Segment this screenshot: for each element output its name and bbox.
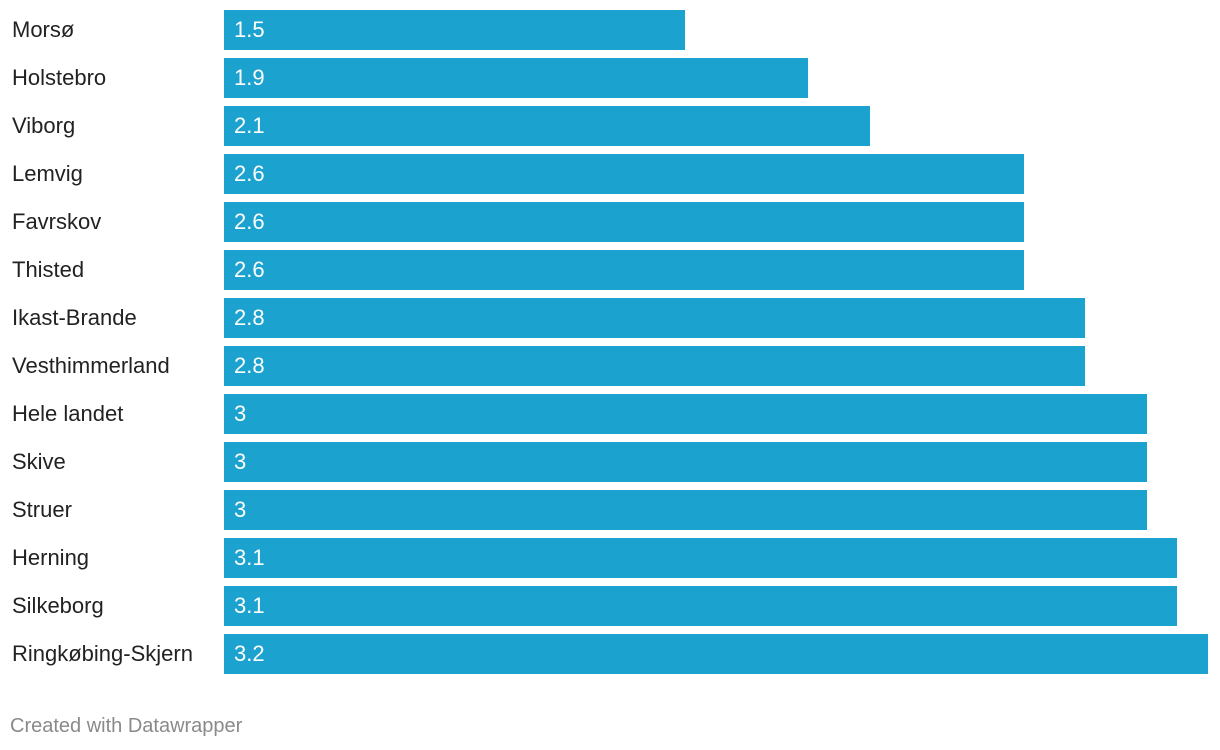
bar-value-label: 3.1 [234, 593, 265, 618]
category-label: Holstebro [12, 65, 107, 90]
bar-value-label: 2.8 [234, 353, 265, 378]
bar-value-label: 3.2 [234, 641, 265, 666]
credit-text: Created with Datawrapper [10, 715, 243, 737]
category-label: Lemvig [12, 161, 83, 186]
bar-value-label: 1.9 [234, 65, 265, 90]
bar [224, 634, 1208, 674]
bar-row: Viborg 2.1 [0, 106, 1220, 146]
bar [224, 442, 1147, 482]
bar-row: Favrskov 2.6 [0, 202, 1220, 242]
bar [224, 538, 1177, 578]
bar-value-label: 3 [234, 401, 247, 426]
category-label: Silkeborg [12, 593, 104, 618]
bar-row: Hele landet 3 [0, 394, 1220, 434]
bar-value-label: 2.6 [234, 257, 265, 282]
bar [224, 154, 1024, 194]
bar-row: Holstebro 1.9 [0, 58, 1220, 98]
bar-value-label: 1.5 [234, 17, 265, 42]
bar-value-label: 3 [234, 449, 247, 474]
bar-value-label: 3.1 [234, 545, 265, 570]
bar-value-label: 3 [234, 497, 247, 522]
bar-value-label: 2.6 [234, 161, 265, 186]
bar [224, 394, 1147, 434]
category-label: Ikast-Brande [12, 305, 137, 330]
category-label: Vesthimmerland [12, 353, 170, 378]
bar [224, 586, 1177, 626]
bar-row: Vesthimmerland 2.8 [0, 346, 1220, 386]
bar-row: Struer 3 [0, 490, 1220, 530]
bar [224, 106, 870, 146]
bar [224, 298, 1085, 338]
category-label: Hele landet [12, 401, 124, 426]
category-label: Skive [12, 449, 66, 474]
bar [224, 250, 1024, 290]
category-label: Struer [12, 497, 72, 522]
bar-row: Skive 3 [0, 442, 1220, 482]
bar-value-label: 2.8 [234, 305, 265, 330]
bar-row: Morsø 1.5 [0, 10, 1220, 50]
category-label: Viborg [12, 113, 76, 138]
bar [224, 490, 1147, 530]
category-label: Thisted [12, 257, 85, 282]
bar [224, 202, 1024, 242]
category-label: Herning [12, 545, 90, 570]
bar-row: Thisted 2.6 [0, 250, 1220, 290]
category-label: Ringkøbing-Skjern [12, 641, 193, 666]
bar-value-label: 2.1 [234, 113, 265, 138]
bar-row: Lemvig 2.6 [0, 154, 1220, 194]
bar-chart: Morsø 1.5 Holstebro 1.9 Viborg 2.1 Lemvig 2.6 Fa… [0, 10, 1220, 674]
bar-row: Herning 3.1 [0, 538, 1220, 578]
bar-row: Silkeborg 3.1 [0, 586, 1220, 626]
bar [224, 58, 808, 98]
bar-row: Ringkøbing-Skjern 3.2 [0, 634, 1220, 674]
bar-value-label: 2.6 [234, 209, 265, 234]
category-label: Morsø [12, 17, 75, 42]
bar-row: Ikast-Brande 2.8 [0, 298, 1220, 338]
bar [224, 10, 685, 50]
bar [224, 346, 1085, 386]
category-label: Favrskov [12, 209, 102, 234]
